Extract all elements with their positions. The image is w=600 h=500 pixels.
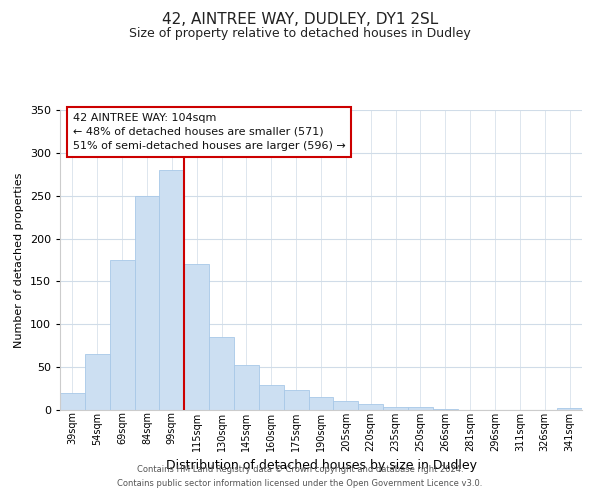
Bar — [184, 264, 209, 410]
Bar — [134, 196, 160, 410]
Text: Size of property relative to detached houses in Dudley: Size of property relative to detached ho… — [129, 28, 471, 40]
Y-axis label: Number of detached properties: Number of detached properties — [14, 172, 24, 348]
Bar — [110, 260, 134, 410]
Bar — [383, 406, 408, 410]
Bar — [334, 402, 358, 410]
Bar — [408, 406, 433, 410]
Bar — [85, 354, 110, 410]
Bar — [433, 409, 458, 410]
Bar — [284, 390, 308, 410]
Bar — [209, 337, 234, 410]
Bar — [308, 397, 334, 410]
Bar — [557, 408, 582, 410]
Text: Contains HM Land Registry data © Crown copyright and database right 2024.
Contai: Contains HM Land Registry data © Crown c… — [118, 466, 482, 487]
X-axis label: Distribution of detached houses by size in Dudley: Distribution of detached houses by size … — [166, 459, 476, 472]
Bar — [259, 385, 284, 410]
Text: 42, AINTREE WAY, DUDLEY, DY1 2SL: 42, AINTREE WAY, DUDLEY, DY1 2SL — [162, 12, 438, 28]
Bar — [60, 393, 85, 410]
Text: 42 AINTREE WAY: 104sqm
← 48% of detached houses are smaller (571)
51% of semi-de: 42 AINTREE WAY: 104sqm ← 48% of detached… — [73, 113, 346, 151]
Bar — [358, 404, 383, 410]
Bar — [234, 366, 259, 410]
Bar — [160, 170, 184, 410]
